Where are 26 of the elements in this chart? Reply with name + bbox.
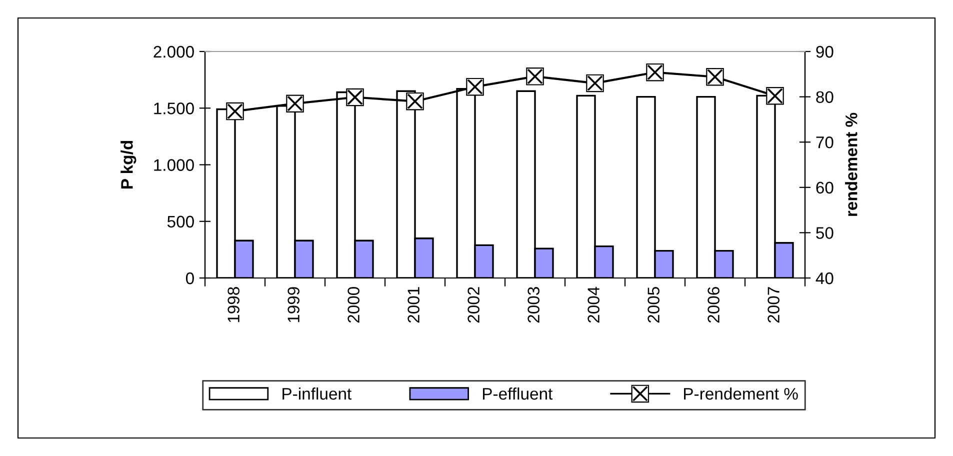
x-tick-label: 2005 xyxy=(648,287,660,323)
x-tick-label: 1998 xyxy=(228,287,240,322)
y2-axis-title: rendement % xyxy=(845,112,858,216)
y2-tick-label: 90 xyxy=(816,46,834,58)
y-tick-label: 2.000 xyxy=(154,46,194,58)
x-tick-label: 2001 xyxy=(408,287,420,323)
x-tick-label: 2000 xyxy=(348,286,360,323)
y2-tick-label: 70 xyxy=(816,136,834,148)
x-tick-label: 1999 xyxy=(288,287,300,322)
legend-label: P-rendement % xyxy=(684,387,798,400)
y-tick-label: 1.000 xyxy=(154,159,194,171)
x-tick-label: 2007 xyxy=(768,287,780,323)
y2-tick-label: 60 xyxy=(816,182,834,194)
x-tick-label: 2003 xyxy=(528,287,540,323)
y2-tick-label: 80 xyxy=(816,91,834,104)
x-tick-label: 2002 xyxy=(468,287,480,323)
y-tick-label: 0 xyxy=(186,272,194,284)
legend-label: P-influent xyxy=(282,387,352,400)
y-axis-title: P kg/d xyxy=(120,140,136,188)
y2-tick-label: 50 xyxy=(816,227,834,239)
y-tick-label: 500 xyxy=(167,216,194,228)
y2-tick-label: 40 xyxy=(816,272,834,284)
legend-label: P-effluent xyxy=(482,387,553,400)
y-tick-label: 1.500 xyxy=(154,102,194,114)
x-tick-label: 2006 xyxy=(708,287,720,323)
x-tick-label: 2004 xyxy=(588,286,600,323)
